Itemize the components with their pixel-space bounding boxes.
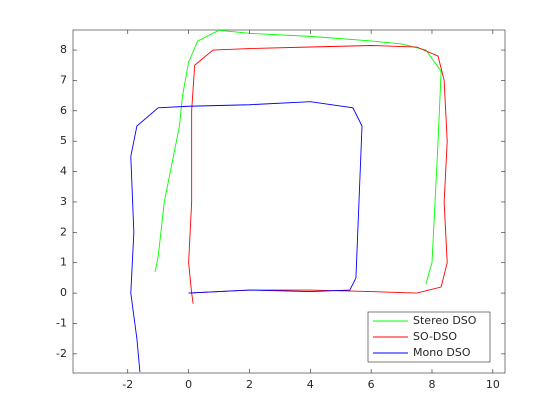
x-tick-label: 2 (246, 378, 253, 391)
x-tick-label: -2 (122, 378, 133, 391)
legend-label: Stereo DSO (413, 314, 477, 327)
x-tick-label: 8 (428, 378, 435, 391)
y-tick-label: 8 (60, 43, 67, 56)
y-tick-label: 1 (60, 256, 67, 269)
y-tick-label: 2 (60, 225, 67, 238)
y-tick-label: 3 (60, 195, 67, 208)
y-tick-label: 6 (60, 104, 67, 117)
x-tick-label: 0 (185, 378, 192, 391)
x-tick-label: 10 (486, 378, 500, 391)
legend-label: SO-DSO (413, 330, 457, 343)
trajectory-line (188, 45, 448, 304)
legend: Stereo DSO SO-DSO Mono DSO (367, 311, 491, 363)
trajectory-line (130, 101, 363, 373)
y-tick-label: -1 (56, 316, 67, 329)
y-tick-label: 4 (60, 165, 67, 178)
y-tick-label: 5 (60, 134, 67, 147)
y-tick-label: 0 (60, 286, 67, 299)
x-tick-label: 4 (307, 378, 314, 391)
y-tick-label: -2 (56, 347, 67, 360)
x-tick-label: 6 (368, 378, 375, 391)
legend-label: Mono DSO (413, 346, 471, 359)
y-tick-label: 7 (60, 73, 67, 86)
